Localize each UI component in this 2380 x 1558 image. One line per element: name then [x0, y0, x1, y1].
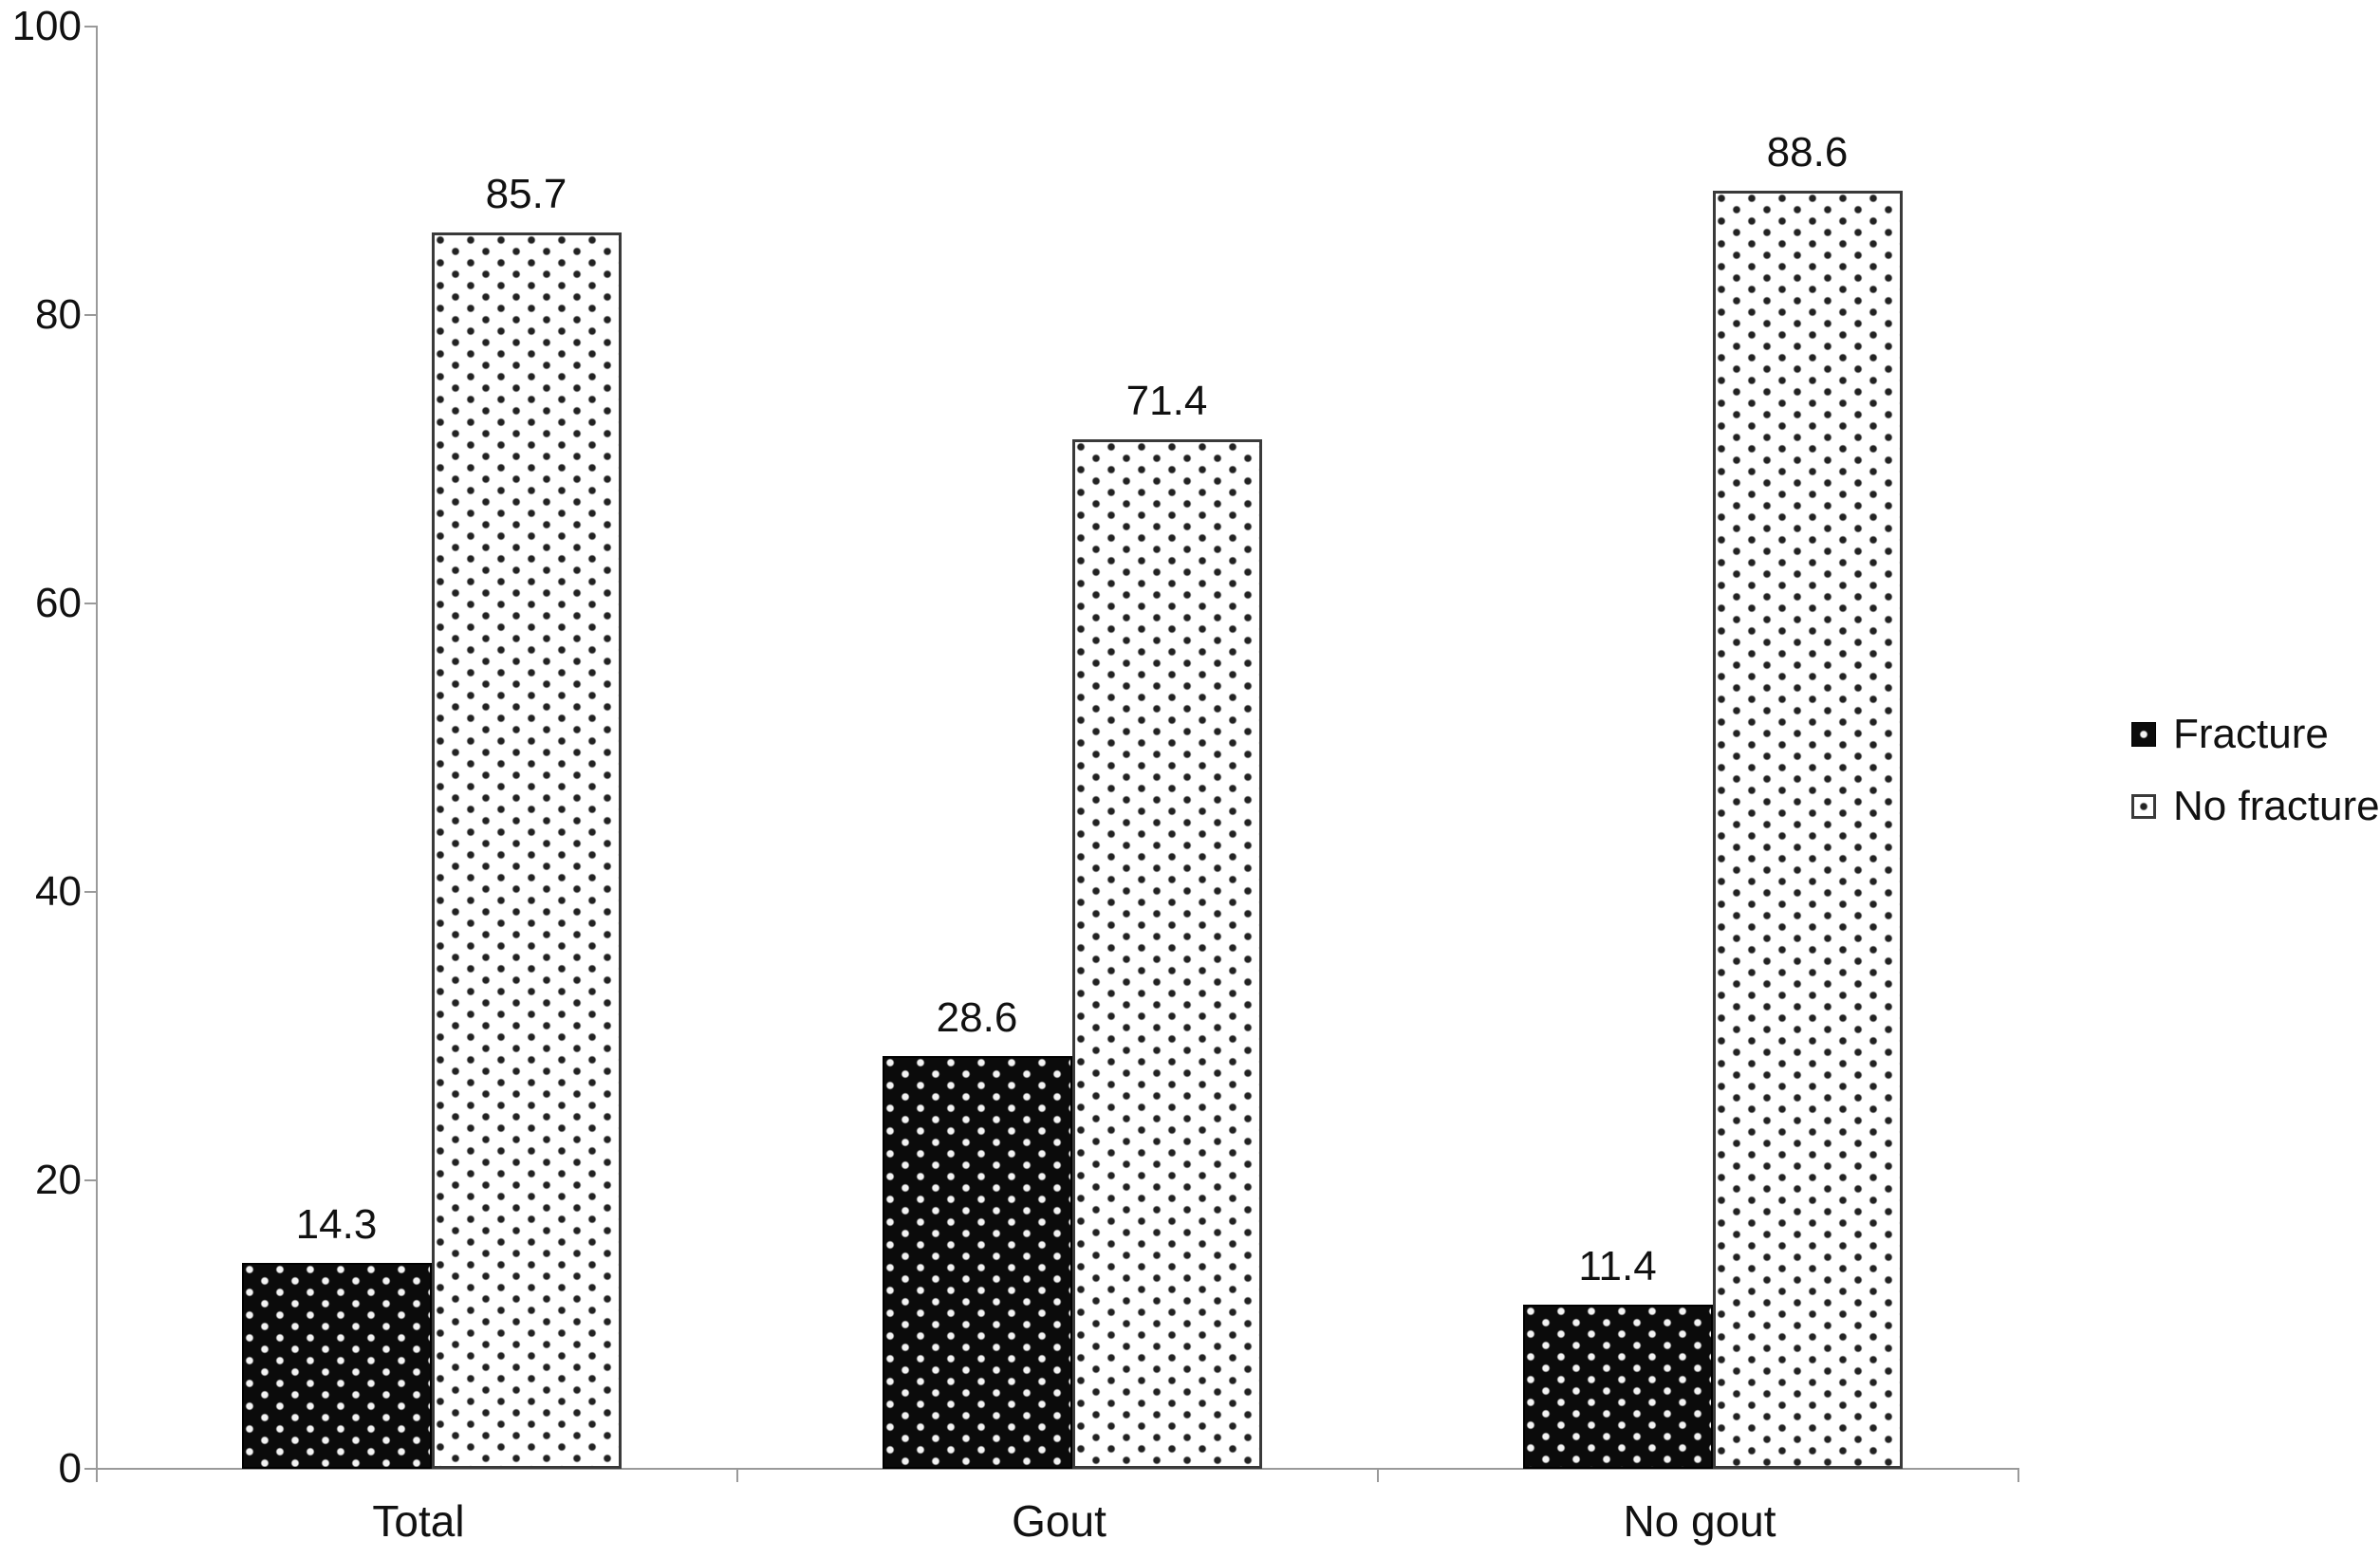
x-axis-line — [96, 1468, 2019, 1470]
y-tick-label: 0 — [58, 1445, 82, 1492]
y-tick-label: 20 — [35, 1157, 82, 1203]
y-tick-label: 40 — [35, 868, 82, 915]
x-tick-mark — [736, 1469, 738, 1482]
bar-value-label: 14.3 — [295, 1200, 378, 1248]
bar-value-label: 88.6 — [1766, 129, 1849, 176]
x-tick-mark — [2017, 1469, 2019, 1482]
y-tick-mark — [84, 891, 98, 893]
category-label-no-gout: No gout — [1623, 1496, 1776, 1546]
category-label-total: Total — [372, 1496, 465, 1546]
bar-value-label: 71.4 — [1125, 377, 1208, 424]
bar-fracture-total — [241, 1262, 432, 1469]
category-label-gout: Gout — [1012, 1496, 1106, 1546]
legend-label-no-fracture: No fracture — [2173, 783, 2380, 829]
x-tick-mark — [1377, 1469, 1379, 1482]
bar-value-label: 28.6 — [936, 994, 1018, 1042]
y-tick-label: 60 — [35, 580, 82, 626]
y-tick-label: 80 — [35, 291, 82, 338]
y-tick-label: 100 — [11, 3, 82, 49]
y-tick-mark — [84, 603, 98, 604]
bar-value-label: 85.7 — [485, 171, 567, 218]
y-axis-line — [96, 27, 98, 1482]
bar-no-fracture-total — [431, 232, 622, 1469]
y-tick-mark — [84, 1179, 98, 1181]
no-fracture-swatch-icon — [2131, 794, 2156, 819]
y-tick-mark — [84, 1468, 98, 1470]
y-tick-mark — [84, 26, 98, 28]
legend-item-fracture: Fracture — [2131, 714, 2380, 755]
bar-no-fracture-no-gout — [1712, 191, 1903, 1469]
legend-item-no-fracture: No fracture — [2131, 786, 2380, 827]
bar-fracture-no-gout — [1522, 1304, 1713, 1469]
legend-label-fracture: Fracture — [2173, 711, 2329, 757]
y-tick-mark — [84, 314, 98, 316]
fracture-swatch-icon — [2131, 722, 2156, 747]
bar-value-label: 11.4 — [1578, 1242, 1657, 1289]
bar-fracture-gout — [882, 1056, 1072, 1469]
legend: Fracture No fracture — [2131, 714, 2380, 858]
bar-no-fracture-gout — [1071, 438, 1262, 1469]
